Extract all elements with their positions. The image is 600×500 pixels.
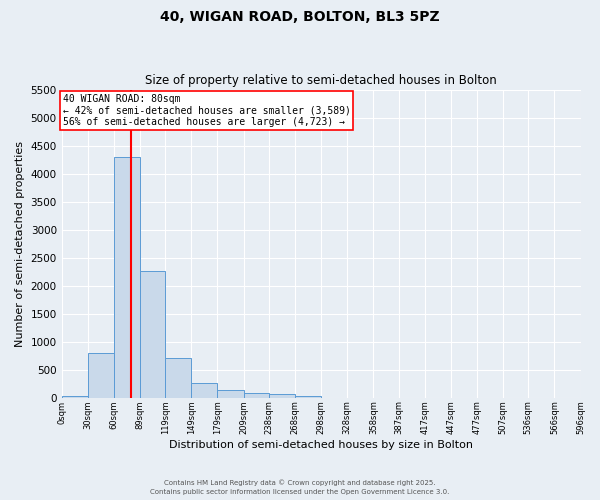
- X-axis label: Distribution of semi-detached houses by size in Bolton: Distribution of semi-detached houses by …: [169, 440, 473, 450]
- Bar: [295, 396, 321, 398]
- Title: Size of property relative to semi-detached houses in Bolton: Size of property relative to semi-detach…: [145, 74, 497, 87]
- Bar: [269, 394, 295, 398]
- Bar: [165, 358, 191, 398]
- Bar: [114, 157, 140, 398]
- Bar: [62, 396, 88, 398]
- Bar: [244, 393, 269, 398]
- Y-axis label: Number of semi-detached properties: Number of semi-detached properties: [15, 140, 25, 346]
- Text: 40, WIGAN ROAD, BOLTON, BL3 5PZ: 40, WIGAN ROAD, BOLTON, BL3 5PZ: [160, 10, 440, 24]
- Text: 40 WIGAN ROAD: 80sqm
← 42% of semi-detached houses are smaller (3,589)
56% of se: 40 WIGAN ROAD: 80sqm ← 42% of semi-detac…: [62, 94, 350, 127]
- Bar: [140, 270, 165, 398]
- Text: Contains HM Land Registry data © Crown copyright and database right 2025.
Contai: Contains HM Land Registry data © Crown c…: [151, 480, 449, 495]
- Bar: [191, 382, 217, 398]
- Bar: [217, 390, 244, 398]
- Bar: [88, 353, 114, 398]
